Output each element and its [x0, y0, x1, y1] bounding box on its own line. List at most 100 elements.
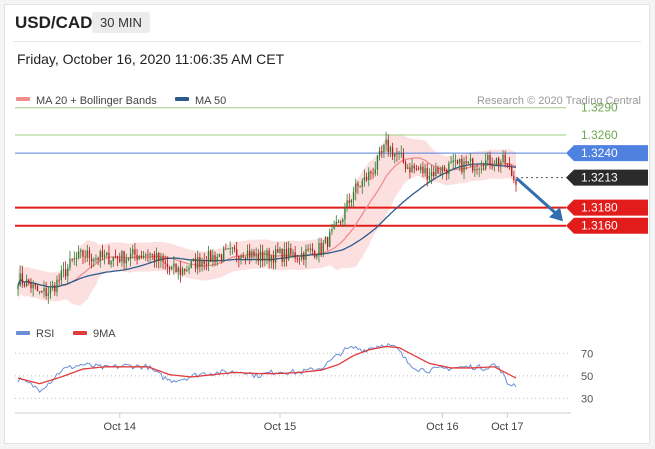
candle-body: [158, 252, 160, 261]
candle-body: [448, 163, 450, 175]
candle: [229, 241, 231, 256]
candle-body: [300, 253, 303, 260]
time-tick-label: Oct 14: [104, 421, 136, 433]
candle: [378, 146, 381, 161]
timeframe-badge[interactable]: 30 MIN: [92, 12, 150, 33]
candle: [25, 274, 28, 288]
candle: [188, 265, 190, 274]
candle-body: [175, 263, 177, 272]
candle-body: [19, 273, 21, 286]
candle: [450, 155, 452, 164]
forecast-arrow-shaft: [515, 177, 559, 217]
candle-body: [41, 291, 43, 293]
candle-body: [450, 162, 452, 164]
candle: [86, 244, 88, 262]
candle-body: [153, 254, 156, 262]
level-tag-1.3213: 1.3213: [566, 169, 648, 186]
legend-swatch-ma20: [16, 97, 30, 101]
candle-body: [194, 258, 197, 269]
candle-body: [326, 237, 329, 247]
candle: [67, 263, 69, 285]
candle-body: [225, 248, 227, 250]
candle-body: [465, 161, 467, 164]
candle-body: [51, 285, 54, 289]
candle: [173, 255, 175, 275]
candle: [54, 282, 56, 296]
candle: [88, 247, 91, 266]
candle-body: [357, 183, 359, 187]
candle: [277, 242, 279, 254]
candle: [322, 240, 324, 258]
candle: [435, 162, 437, 177]
candle-body: [422, 166, 424, 174]
candle: [331, 223, 333, 235]
candle-body: [214, 255, 216, 262]
candle-body: [179, 267, 182, 275]
candle-body: [424, 168, 426, 174]
candle-body: [238, 255, 240, 260]
candle-body: [350, 200, 353, 203]
candle-body: [504, 154, 506, 164]
candle-body: [513, 175, 515, 180]
candle: [376, 155, 379, 176]
candle-body: [240, 255, 242, 260]
candle-body: [192, 258, 195, 261]
candle-body: [95, 258, 97, 260]
candle-body: [404, 162, 407, 169]
candle-body: [469, 158, 472, 162]
candle: [303, 251, 305, 266]
candle-body: [69, 258, 71, 268]
candle: [489, 151, 491, 170]
candle: [121, 250, 123, 267]
candle-body: [303, 253, 305, 261]
candle-body: [261, 251, 264, 261]
candle-body: [231, 247, 234, 249]
rsi-tick-50: 50: [581, 371, 593, 383]
candle-body: [413, 165, 415, 169]
candle: [424, 163, 426, 177]
candle: [106, 251, 108, 258]
candle-body: [23, 283, 26, 286]
candle-body: [394, 153, 396, 157]
candle: [420, 163, 422, 174]
candle-body: [402, 153, 405, 163]
candle: [197, 250, 199, 275]
candle-body: [320, 242, 322, 254]
candle-body: [274, 249, 277, 263]
bollinger-band-area: [18, 134, 516, 306]
candle: [101, 244, 104, 260]
level-tag-text-1.3240: 1.3240: [581, 146, 618, 160]
candle-body: [322, 242, 324, 254]
candle: [264, 250, 266, 267]
candle: [212, 249, 214, 267]
candle: [125, 253, 127, 270]
candle: [333, 220, 335, 230]
candle-body: [149, 253, 151, 256]
candle-body: [177, 267, 179, 272]
candle: [64, 261, 67, 280]
legend-ma50-label: MA 50: [195, 95, 226, 107]
candle-body: [309, 248, 311, 250]
candle-body: [142, 255, 145, 258]
candle-body: [129, 253, 132, 259]
candle: [171, 265, 173, 271]
candle: [164, 255, 166, 270]
candle: [261, 244, 264, 267]
candle: [82, 249, 84, 265]
candle: [138, 254, 140, 261]
candle: [190, 259, 192, 269]
candle-body: [339, 221, 342, 223]
candle: [218, 253, 221, 258]
candle: [300, 246, 303, 262]
candle: [251, 248, 253, 262]
candle-body: [437, 167, 439, 174]
candle-body: [119, 258, 121, 262]
candle-body: [307, 248, 309, 250]
candle-body: [270, 255, 273, 262]
candle: [467, 161, 470, 165]
candle: [238, 255, 240, 268]
candle: [28, 278, 30, 286]
symbol-title: USD/CAD: [15, 13, 93, 32]
candle-body: [398, 153, 400, 155]
candle-body: [426, 168, 428, 180]
